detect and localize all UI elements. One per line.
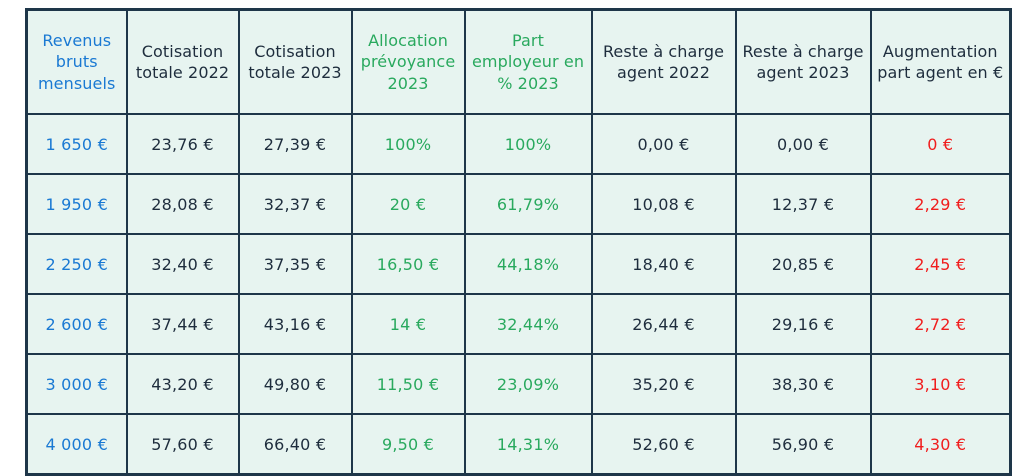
table-cell: 2,29 € xyxy=(869,173,1012,235)
table-cell: 23,09% xyxy=(463,353,593,415)
benefits-table: Revenus bruts mensuels Cotisation totale … xyxy=(25,8,1012,476)
benefits-table-container: Revenus bruts mensuels Cotisation totale … xyxy=(25,8,1012,476)
table-cell: 1 950 € xyxy=(25,173,128,235)
table-cell: 0,00 € xyxy=(590,113,737,175)
table-cell: 49,80 € xyxy=(237,353,353,415)
table-cell: 2 250 € xyxy=(25,233,128,295)
table-cell: 37,35 € xyxy=(237,233,353,295)
table-row: 3 000 €43,20 €49,80 €11,50 €23,09% 35,20 … xyxy=(25,353,1012,415)
table-cell: 20,85 € xyxy=(734,233,872,295)
table-cell: 16,50 € xyxy=(350,233,466,295)
table-head: Revenus bruts mensuels Cotisation totale … xyxy=(25,8,1012,115)
column-header: Part employeur en % 2023 xyxy=(463,8,593,115)
table-cell: 14 € xyxy=(350,293,466,355)
table-row: 2 600 €37,44 €43,16 €14 €32,44% 26,44 €29… xyxy=(25,293,1012,355)
table-cell: 2,45 € xyxy=(869,233,1012,295)
table-cell: 18,40 € xyxy=(590,233,737,295)
header-row: Revenus bruts mensuels Cotisation totale … xyxy=(25,8,1012,115)
table-cell: 57,60 € xyxy=(125,413,240,476)
column-header: Cotisation totale 2022 xyxy=(125,8,240,115)
column-header: Augmentation part agent en € xyxy=(869,8,1012,115)
table-cell: 43,16 € xyxy=(237,293,353,355)
table-cell: 10,08 € xyxy=(590,173,737,235)
table-cell: 38,30 € xyxy=(734,353,872,415)
table-cell: 0,00 € xyxy=(734,113,872,175)
table-cell: 32,37 € xyxy=(237,173,353,235)
column-header: Revenus bruts mensuels xyxy=(25,8,128,115)
table-row: 4 000 €57,60 €66,40 €9,50 €14,31% 52,60 €… xyxy=(25,413,1012,476)
table-cell: 37,44 € xyxy=(125,293,240,355)
table-cell: 1 650 € xyxy=(25,113,128,175)
table-cell: 26,44 € xyxy=(590,293,737,355)
table-row: 1 650 €23,76 €27,39 €100% 100% 0,00 €0,00 … xyxy=(25,113,1012,175)
table-cell: 14,31% xyxy=(463,413,593,476)
column-header: Reste à charge agent 2023 xyxy=(734,8,872,115)
table-cell: 43,20 € xyxy=(125,353,240,415)
table-cell: 0 € xyxy=(869,113,1012,175)
table-cell: 61,79% xyxy=(463,173,593,235)
table-cell: 4 000 € xyxy=(25,413,128,476)
table-cell: 3,10 € xyxy=(869,353,1012,415)
table-cell: 56,90 € xyxy=(734,413,872,476)
column-header: Allocation prévoyance 2023 xyxy=(350,8,466,115)
table-cell: 29,16 € xyxy=(734,293,872,355)
table-cell: 66,40 € xyxy=(237,413,353,476)
table-cell: 2,72 € xyxy=(869,293,1012,355)
table-cell: 52,60 € xyxy=(590,413,737,476)
table-cell: 35,20 € xyxy=(590,353,737,415)
table-cell: 12,37 € xyxy=(734,173,872,235)
table-body: 1 650 €23,76 €27,39 €100% 100% 0,00 €0,00 … xyxy=(25,113,1012,476)
table-cell: 100% xyxy=(463,113,593,175)
table-cell: 3 000 € xyxy=(25,353,128,415)
table-cell: 2 600 € xyxy=(25,293,128,355)
table-cell: 28,08 € xyxy=(125,173,240,235)
table-row: 2 250 €32,40 €37,35 €16,50 €44,18% 18,40 … xyxy=(25,233,1012,295)
table-cell: 27,39 € xyxy=(237,113,353,175)
table-cell: 4,30 € xyxy=(869,413,1012,476)
table-cell: 100% xyxy=(350,113,466,175)
table-cell: 9,50 € xyxy=(350,413,466,476)
table-row: 1 950 €28,08 €32,37 €20 €61,79% 10,08 €12… xyxy=(25,173,1012,235)
table-cell: 11,50 € xyxy=(350,353,466,415)
column-header: Cotisation totale 2023 xyxy=(237,8,353,115)
column-header: Reste à charge agent 2022 xyxy=(590,8,737,115)
table-cell: 20 € xyxy=(350,173,466,235)
table-cell: 32,44% xyxy=(463,293,593,355)
table-cell: 32,40 € xyxy=(125,233,240,295)
table-cell: 23,76 € xyxy=(125,113,240,175)
table-cell: 44,18% xyxy=(463,233,593,295)
